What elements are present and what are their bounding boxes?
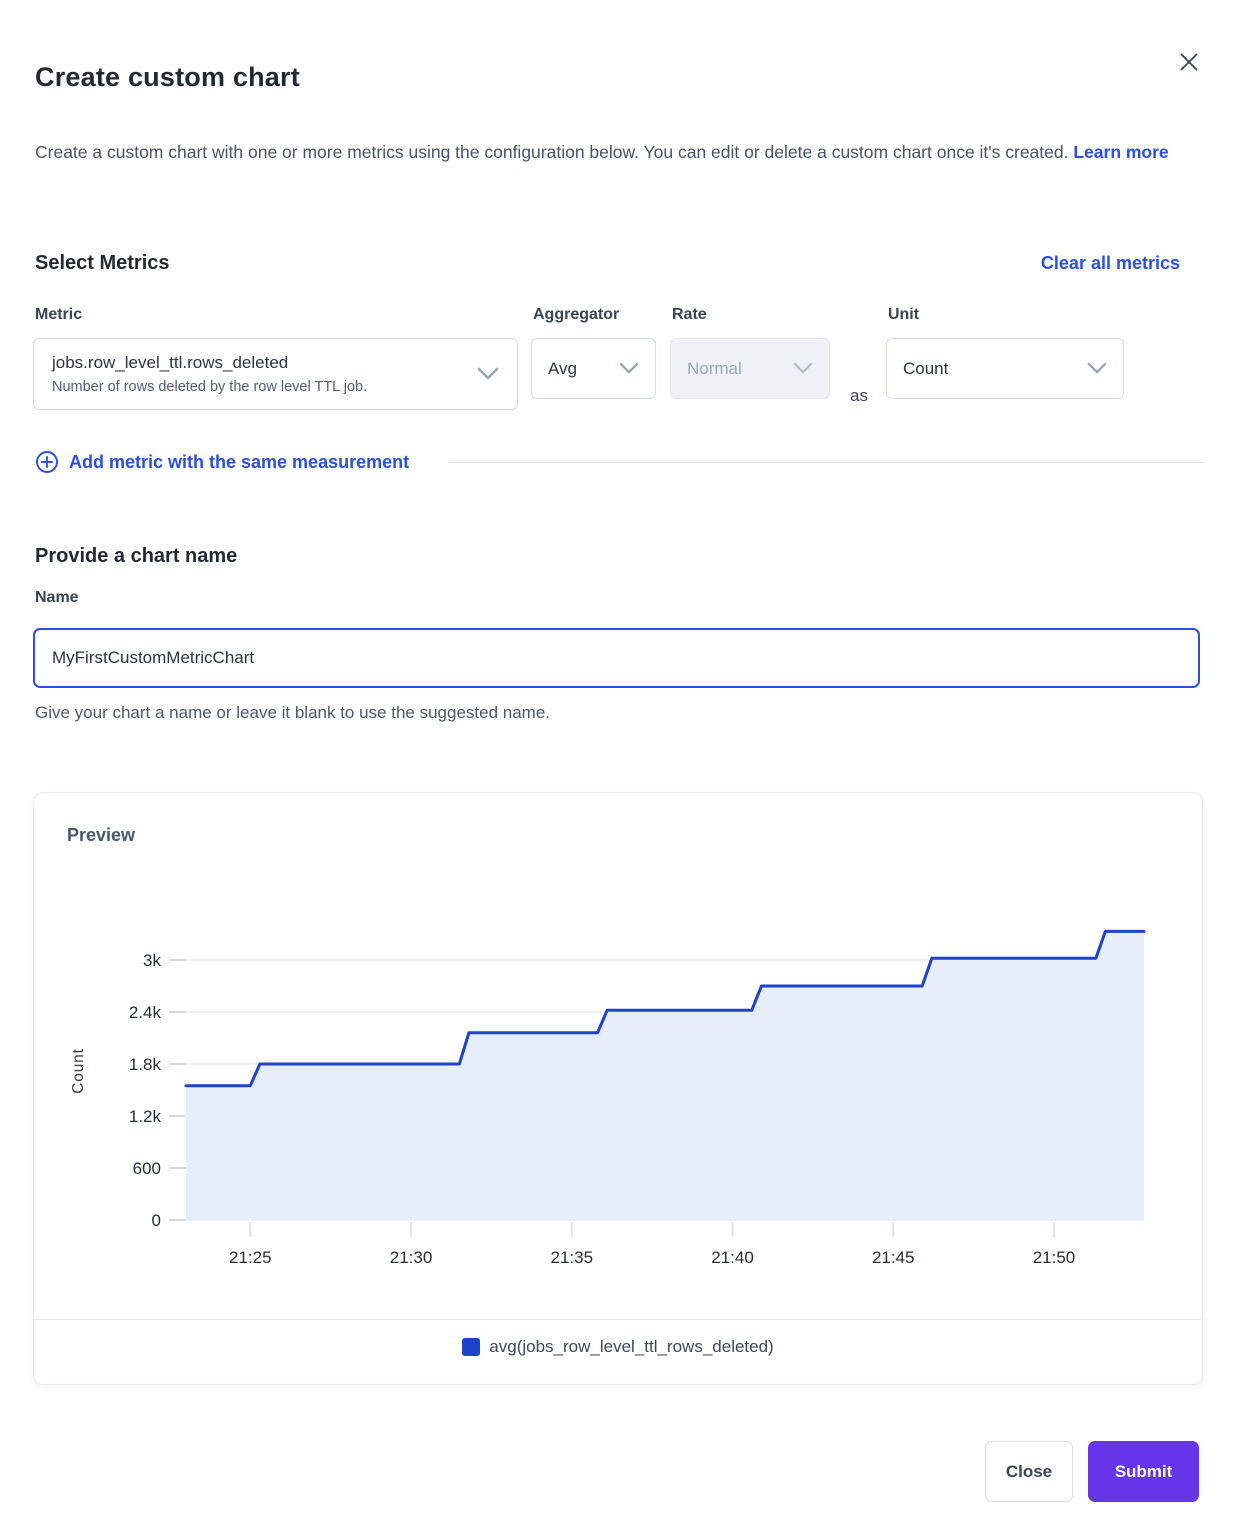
y-tick-label: 600	[133, 1159, 161, 1178]
aggregator-field: Aggregator Avg	[531, 306, 656, 399]
rate-field: Rate Normal	[670, 306, 830, 399]
x-tick-label: 21:45	[872, 1248, 915, 1267]
x-tick-label: 21:40	[711, 1248, 754, 1267]
series-line	[184, 929, 1146, 1088]
chevron-down-icon	[1087, 362, 1107, 374]
select-metrics-header: Select Metrics Clear all metrics	[35, 252, 1180, 275]
chevron-down-icon	[477, 367, 499, 380]
divider	[34, 1319, 1202, 1320]
preview-heading: Preview	[67, 825, 136, 845]
modal-description: Create a custom chart with one or more m…	[35, 132, 1185, 172]
aggregator-label: Aggregator	[533, 306, 620, 323]
chevron-down-icon	[619, 362, 639, 374]
legend-swatch	[462, 1338, 481, 1356]
unit-field: Unit Count	[885, 306, 1124, 399]
close-icon[interactable]	[1174, 48, 1204, 78]
add-metric-row: Add metric with the same measurement	[35, 450, 1203, 474]
chevron-down-icon	[793, 362, 813, 374]
unit-select[interactable]: Count	[885, 338, 1124, 399]
y-tick-label: 2.4k	[129, 1003, 162, 1022]
description-text: Create a custom chart with one or more m…	[35, 141, 1069, 162]
x-tick-label: 21:30	[390, 1248, 433, 1267]
name-label: Name	[35, 589, 79, 606]
y-axis-title: Count	[70, 1048, 87, 1093]
y-tick-label: 1.8k	[129, 1055, 162, 1074]
learn-more-link[interactable]: Learn more	[1073, 141, 1169, 162]
chart-name-input[interactable]	[33, 628, 1200, 688]
page-title: Create custom chart	[35, 62, 300, 93]
y-tick-label: 0	[152, 1211, 161, 1230]
select-metrics-heading: Select Metrics	[35, 252, 170, 274]
metric-label: Metric	[35, 306, 83, 323]
metric-controls-row: Metric jobs.row_level_ttl.rows_deleted N…	[33, 306, 1124, 410]
metric-select[interactable]: jobs.row_level_ttl.rows_deleted Number o…	[33, 338, 518, 410]
aggregator-select[interactable]: Avg	[531, 338, 656, 399]
clear-all-metrics-link[interactable]: Clear all metrics	[1040, 253, 1180, 273]
metric-select-description: Number of rows deleted by the row level …	[52, 378, 368, 395]
metric-select-value: jobs.row_level_ttl.rows_deleted	[52, 352, 289, 372]
divider	[449, 461, 1203, 463]
legend-label: avg(jobs_row_level_ttl_rows_deleted)	[489, 1337, 774, 1356]
as-label: as	[850, 386, 868, 405]
aggregator-select-value: Avg	[548, 358, 577, 378]
preview-chart: 0 600 1.2k 1.8k 2.4k 3k 21:25 21:30 21:35 21:40 21…	[70, 929, 1146, 1267]
chart-legend: avg(jobs_row_level_ttl_rows_deleted)	[34, 1337, 1202, 1357]
x-tick-label: 21:25	[229, 1248, 272, 1267]
metric-select-texts: jobs.row_level_ttl.rows_deleted Number o…	[52, 352, 467, 397]
add-metric-button[interactable]: Add metric with the same measurement	[35, 450, 409, 474]
submit-button[interactable]: Submit	[1088, 1441, 1199, 1502]
y-tick-label: 3k	[143, 951, 161, 970]
series-area	[186, 931, 1144, 1220]
plus-circle-icon	[36, 451, 58, 473]
unit-label: Unit	[887, 306, 920, 323]
x-tick-label: 21:50	[1033, 1248, 1076, 1267]
metric-field: Metric jobs.row_level_ttl.rows_deleted N…	[33, 306, 518, 410]
add-metric-label: Add metric with the same measurement	[69, 451, 410, 472]
rate-select: Normal	[670, 338, 830, 399]
rate-label: Rate	[672, 306, 707, 323]
x-tick-label: 21:35	[550, 1248, 593, 1267]
x-icon	[1180, 52, 1198, 71]
name-helper-text: Give your chart a name or leave it blank…	[35, 703, 551, 722]
chart-name-heading: Provide a chart name	[35, 544, 238, 567]
close-button[interactable]: Close	[985, 1441, 1073, 1502]
preview-card: Preview 0 600 1.2k 1.8k 2.4k 3k 21:25 21:30 21:3…	[33, 792, 1203, 1385]
unit-select-value: Count	[902, 358, 949, 378]
rate-select-value: Normal	[687, 358, 742, 378]
y-tick-label: 1.2k	[129, 1107, 162, 1126]
